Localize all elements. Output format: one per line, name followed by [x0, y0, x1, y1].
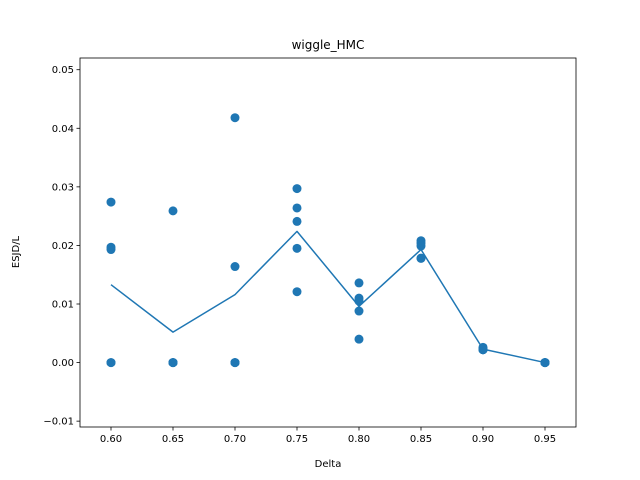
- scatter-point: [354, 334, 364, 344]
- scatter-point: [540, 358, 550, 368]
- y-axis-ticks: −0.01 0.00 0.01 0.02 0.03 0.04 0.05: [43, 65, 80, 428]
- y-tick-label: 0.01: [52, 300, 74, 311]
- scatter-point: [416, 241, 426, 251]
- scatter-point: [292, 287, 302, 297]
- scatter-point: [230, 262, 240, 272]
- x-tick-label: 0.60: [100, 434, 122, 445]
- scatter-point: [292, 243, 302, 253]
- scatter-point: [106, 197, 116, 207]
- chart-title: wiggle_HMC: [292, 38, 365, 52]
- y-tick-label: 0.03: [52, 182, 74, 193]
- plot-area: [79, 57, 577, 428]
- y-tick-label: 0.02: [52, 241, 74, 252]
- data-marks: [106, 113, 550, 368]
- scatter-point: [292, 203, 302, 213]
- x-axis-label: Delta: [315, 459, 342, 470]
- y-tick-label: 0.04: [52, 124, 74, 135]
- scatter-point: [478, 345, 488, 355]
- scatter-point: [416, 253, 426, 263]
- x-axis-ticks: 0.60 0.65 0.70 0.75 0.80 0.85 0.90 0.95: [100, 427, 556, 445]
- mean-line: [110, 230, 546, 364]
- scatter-point: [168, 358, 178, 368]
- scatter-point: [168, 206, 178, 216]
- y-tick-label: 0.05: [52, 65, 74, 76]
- y-tick-label: −0.01: [43, 417, 74, 428]
- x-tick-label: 0.80: [348, 434, 370, 445]
- x-tick-label: 0.90: [472, 434, 494, 445]
- x-tick-label: 0.85: [410, 434, 432, 445]
- scatter-point: [230, 113, 240, 123]
- y-axis-label: ESJD/L: [11, 235, 22, 268]
- x-tick-label: 0.70: [224, 434, 246, 445]
- scatter-point: [354, 306, 364, 316]
- scatter-point: [354, 296, 364, 306]
- scatter-point: [354, 278, 364, 288]
- x-tick-label: 0.75: [286, 434, 308, 445]
- scatter-point: [292, 216, 302, 226]
- scatter-point: [292, 184, 302, 194]
- x-tick-label: 0.65: [162, 434, 184, 445]
- scatter-point: [106, 358, 116, 368]
- y-tick-label: 0.00: [52, 358, 74, 369]
- x-tick-label: 0.95: [534, 434, 556, 445]
- scatter-point: [106, 245, 116, 255]
- scatter-point: [230, 358, 240, 368]
- plot-frame: [79, 57, 577, 428]
